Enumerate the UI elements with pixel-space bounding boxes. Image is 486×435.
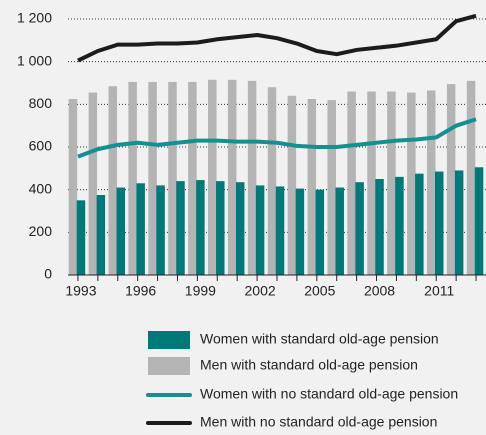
x-tick-label: 1993 xyxy=(65,283,96,299)
bar xyxy=(148,81,157,275)
bar xyxy=(466,80,476,275)
legend-label: Men with no standard old-age pension xyxy=(200,414,437,430)
legend-label: Women with no standard old-age pension xyxy=(200,386,458,402)
bar xyxy=(454,170,464,275)
bar xyxy=(287,95,297,275)
bar xyxy=(128,81,137,275)
line xyxy=(77,117,477,159)
bar xyxy=(176,181,185,275)
bar xyxy=(355,182,364,275)
bar xyxy=(434,171,444,275)
bar xyxy=(387,91,396,276)
bar xyxy=(275,186,285,275)
y-tick-label: 200 xyxy=(29,223,53,239)
bar xyxy=(255,185,265,275)
bar xyxy=(136,183,145,275)
bar xyxy=(96,195,106,275)
x-tick-label: 2002 xyxy=(245,283,276,299)
bar xyxy=(116,187,126,275)
y-tick-label: 800 xyxy=(29,95,53,111)
x-tick-label: 2011 xyxy=(424,283,454,299)
bar xyxy=(88,92,98,275)
bar xyxy=(216,181,225,275)
bar xyxy=(407,92,416,275)
bar xyxy=(247,80,257,275)
bar xyxy=(68,99,78,275)
y-tick-label: 1 200 xyxy=(17,10,52,26)
legend-swatch xyxy=(148,331,190,349)
x-tick-label: 2005 xyxy=(304,283,335,299)
bar xyxy=(335,187,344,275)
bar xyxy=(367,91,376,276)
x-tick-label: 2008 xyxy=(364,283,395,299)
y-tick-label: 600 xyxy=(29,138,53,154)
bar xyxy=(208,79,217,275)
bar xyxy=(307,99,317,275)
bar xyxy=(327,100,336,275)
legend-label: Women with standard old-age pension xyxy=(200,331,439,347)
bar xyxy=(474,167,484,275)
bar xyxy=(267,87,277,276)
bar xyxy=(196,180,205,275)
bar xyxy=(76,200,86,275)
legend-label: Men with standard old-age pension xyxy=(200,357,418,373)
y-tick-label: 1 000 xyxy=(17,52,52,68)
x-tick-label: 1996 xyxy=(125,283,156,299)
bar xyxy=(188,81,197,275)
y-tick-label: 0 xyxy=(44,266,52,282)
bar xyxy=(168,81,177,275)
bar xyxy=(375,179,384,275)
y-tick-label: 400 xyxy=(29,180,53,196)
bar xyxy=(295,188,305,275)
bar xyxy=(156,185,165,275)
bar xyxy=(235,182,245,275)
bar xyxy=(426,90,436,275)
legend-swatch xyxy=(148,357,190,375)
bar xyxy=(415,173,424,275)
bar xyxy=(227,79,237,275)
bar xyxy=(395,176,404,275)
bar xyxy=(446,84,456,275)
bar xyxy=(108,86,118,275)
line xyxy=(77,13,477,63)
bar xyxy=(315,189,325,275)
bar xyxy=(347,91,356,276)
x-tick-label: 1999 xyxy=(185,283,216,299)
